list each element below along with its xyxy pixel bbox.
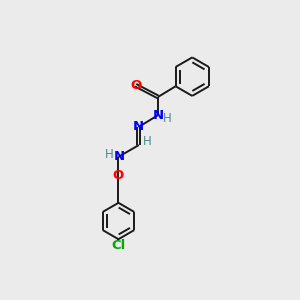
Text: O: O xyxy=(113,169,124,182)
Text: H: H xyxy=(105,148,114,161)
Text: H: H xyxy=(163,112,172,125)
Text: N: N xyxy=(153,109,164,122)
Text: Cl: Cl xyxy=(111,239,126,252)
Text: O: O xyxy=(130,79,141,92)
Text: H: H xyxy=(142,135,151,148)
Text: N: N xyxy=(133,120,144,134)
Text: N: N xyxy=(113,150,124,163)
